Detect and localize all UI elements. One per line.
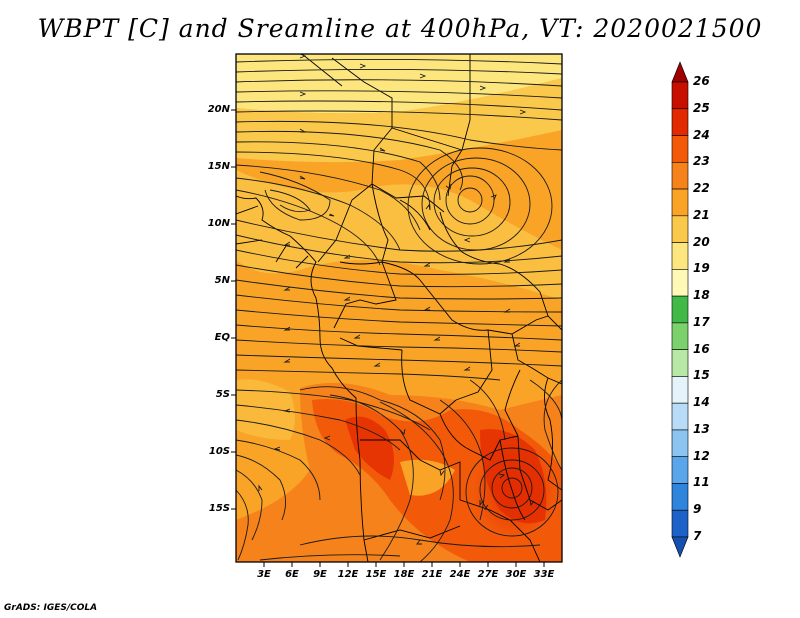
streamlines [236, 58, 562, 562]
colorbar-swatch [671, 161, 689, 190]
colorbar-label: 24 [693, 127, 710, 142]
lon-label: 30E [505, 569, 527, 580]
colorbar-swatch [671, 188, 689, 217]
lat-label: EQ [214, 332, 230, 343]
colorbar-swatch [671, 429, 689, 458]
axis-ticks [231, 109, 545, 567]
colorbar-swatch [671, 402, 689, 431]
lon-label: 12E [337, 569, 359, 580]
map-frame [235, 53, 563, 563]
lat-label: 15N [207, 161, 230, 172]
colorbar-bottom-arrow [671, 536, 689, 558]
lon-label: 18E [393, 569, 415, 580]
colorbar-swatch [671, 81, 689, 110]
colorbar-swatch [671, 322, 689, 350]
lat-label: 15S [208, 503, 230, 514]
lon-label: 21E [421, 569, 443, 580]
lat-label: 10S [208, 446, 230, 457]
map-title: WBPT [C] and Sreamline at 400hPa, VT: 20… [37, 14, 763, 43]
colorbar-label: 19 [693, 261, 710, 276]
colorbar-label: 18 [693, 288, 710, 303]
lon-label: 9E [313, 569, 327, 580]
colorbar-swatch [671, 509, 689, 538]
streamline-arrows [258, 54, 535, 545]
lon-label: 33E [533, 569, 555, 580]
colorbar-label: 17 [693, 314, 710, 329]
colorbar-swatch [671, 456, 689, 484]
colorbar-label: 22 [693, 181, 710, 196]
colorbar-label: 15 [693, 368, 710, 383]
colorbar-swatch [671, 483, 689, 511]
footer-credit: GrADS: IGES/COLA [4, 603, 98, 613]
colorbar-label: 11 [693, 475, 710, 490]
colorbar-swatch [671, 349, 689, 377]
colorbar-swatch [671, 108, 689, 136]
colorbar-label: 14 [693, 395, 710, 410]
colorbar-label: 7 [693, 529, 702, 543]
lat-label: 10N [207, 218, 230, 229]
colorbar-swatch [671, 269, 689, 297]
colorbar-swatch [671, 135, 689, 163]
colorbar-label: 25 [693, 100, 710, 115]
colorbar-swatch [671, 376, 689, 404]
colorbar-label: 9 [693, 502, 702, 517]
lat-label: 5N [214, 275, 230, 286]
lon-label: 24E [449, 569, 471, 580]
colorbar-label: 16 [693, 341, 710, 356]
colorbar-label: 21 [693, 207, 710, 222]
lat-label: 5S [215, 389, 230, 400]
colorbar-swatch [671, 215, 689, 243]
lon-label: 6E [285, 569, 299, 580]
lon-label: 27E [477, 569, 499, 580]
colorbar-label: 26 [693, 74, 710, 88]
colorbar-label: 12 [693, 448, 710, 463]
colorbar-label: 13 [693, 421, 710, 436]
colorbar [671, 61, 689, 558]
colorbar-swatch [671, 242, 689, 270]
lon-label: 3E [257, 569, 271, 580]
lat-label: 20N [207, 104, 230, 115]
colorbar-label: 20 [693, 234, 710, 249]
colorbar-label: 23 [693, 154, 710, 169]
lon-label: 15E [365, 569, 387, 580]
colorbar-swatch [671, 295, 689, 324]
colorbar-top-arrow [671, 61, 689, 83]
